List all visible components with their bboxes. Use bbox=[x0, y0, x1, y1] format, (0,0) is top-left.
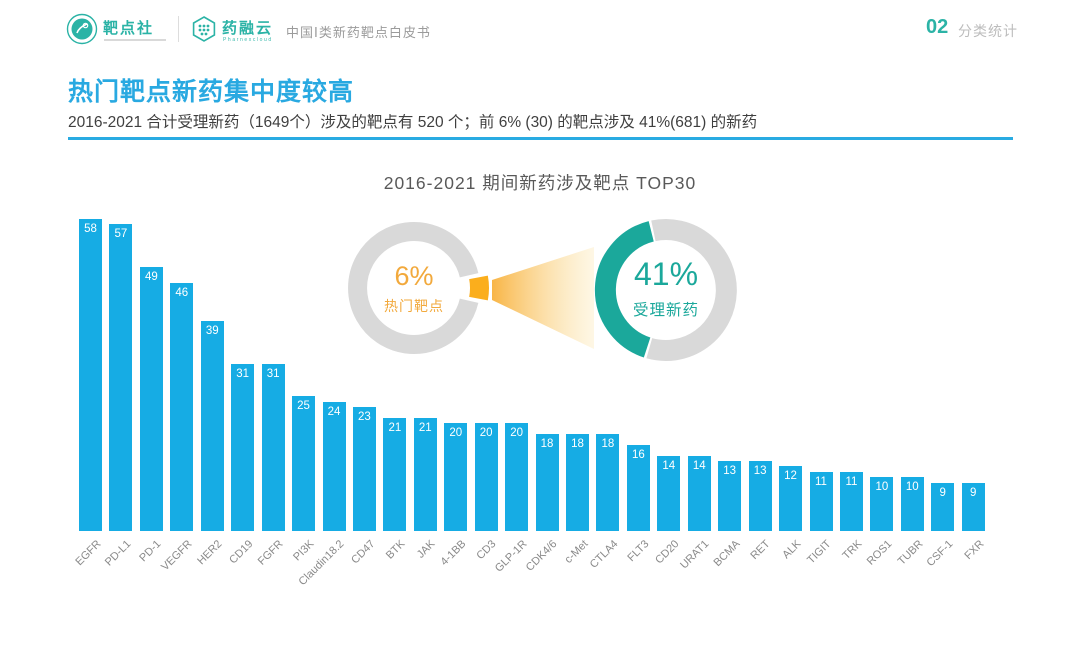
bar-value-label: 20 bbox=[510, 427, 524, 440]
infographic-svg bbox=[348, 219, 737, 361]
accent-rule bbox=[68, 137, 1013, 140]
bar: 49 bbox=[139, 267, 163, 531]
bar: 18 bbox=[566, 434, 589, 531]
bar-value-label: 31 bbox=[236, 368, 250, 381]
bar-value-label: 46 bbox=[175, 287, 189, 300]
slide: 靶点社 药融云 Pharnexcloud 中国Ⅰ类新药靶点白皮书 02 分类统计… bbox=[66, 13, 1018, 606]
bar-value-label: 11 bbox=[815, 475, 827, 488]
bar: 23 bbox=[352, 407, 376, 531]
bar: 57 bbox=[109, 224, 133, 531]
donut-rings bbox=[348, 219, 737, 361]
chart-title: 2016-2021 期间新药涉及靶点 TOP30 bbox=[383, 173, 697, 193]
x-axis-labels: EGFR PD-L1 PD-1 VEGFR HER2 CD19 FGFR PI3K Claudi… bbox=[73, 536, 986, 606]
bar: 31 bbox=[261, 364, 285, 531]
bar: 20 bbox=[474, 423, 498, 531]
bar: 10 bbox=[870, 477, 894, 531]
bar-value-label: 16 bbox=[631, 448, 645, 461]
donut-accepted-drugs-caption: 受理新药 bbox=[632, 302, 699, 319]
bar-value-label: 49 bbox=[144, 271, 158, 284]
page-title: 热门靶点新药集中度较高 bbox=[68, 78, 355, 106]
donut-accepted-drugs-ring bbox=[646, 219, 737, 361]
bar-value-label: 39 bbox=[205, 325, 219, 337]
bar: 24 bbox=[322, 401, 346, 531]
header-divider bbox=[178, 16, 179, 42]
donut-hot-targets-ring bbox=[348, 222, 479, 354]
bar-value-label: 13 bbox=[723, 465, 737, 477]
bar-value-label: 57 bbox=[114, 228, 128, 241]
donut-accepted-drugs: 41% 受理新药 bbox=[596, 256, 736, 320]
donut-accepted-drugs-percent: 41% bbox=[633, 256, 699, 292]
bar: 16 bbox=[626, 444, 650, 531]
pharnexcloud-logo-text: 药融云 bbox=[222, 20, 274, 37]
bar-value-label: 20 bbox=[479, 427, 493, 440]
bar: 21 bbox=[383, 418, 407, 531]
bar-value-label: 12 bbox=[784, 470, 797, 483]
target-society-logo-text: 靶点社 bbox=[103, 20, 155, 37]
bar-value-label: 21 bbox=[388, 422, 402, 434]
beam-connector bbox=[492, 247, 594, 349]
bar-value-label: 58 bbox=[84, 222, 97, 235]
bar: 20 bbox=[505, 423, 529, 531]
target-society-tagline bbox=[104, 39, 166, 41]
bar: 46 bbox=[170, 283, 194, 531]
donut-hot-targets-percent: 6% bbox=[394, 261, 434, 291]
bar-plot: 58 57 49 46 39 31 31 25 24 23 21 21 20 20 20 18 18 18 16 14… bbox=[79, 208, 985, 531]
bar: 9 bbox=[961, 482, 985, 531]
document-title: 中国Ⅰ类新药靶点白皮书 bbox=[286, 25, 431, 40]
bar: 58 bbox=[79, 218, 102, 531]
bar-value-label: 21 bbox=[418, 422, 432, 434]
donut-accepted-drugs-arc bbox=[594, 221, 655, 358]
bar: 31 bbox=[231, 364, 255, 531]
bar-value-label: 20 bbox=[449, 427, 463, 440]
bar: 14 bbox=[657, 455, 681, 531]
bar: 20 bbox=[444, 423, 468, 531]
bar-value-label: 18 bbox=[540, 438, 554, 451]
bar: 25 bbox=[292, 396, 316, 531]
bar: 10 bbox=[900, 477, 924, 531]
bar-value-label: 10 bbox=[905, 481, 919, 494]
bar-value-label: 14 bbox=[692, 459, 706, 472]
bar: 13 bbox=[748, 461, 772, 531]
donut-hot-targets-caption: 热门靶点 bbox=[384, 298, 444, 314]
bar: 21 bbox=[413, 418, 437, 531]
section-label: 分类统计 bbox=[958, 23, 1018, 39]
bar-value-label: 14 bbox=[662, 459, 676, 472]
bar: 11 bbox=[809, 471, 833, 531]
donut-hot-targets-wedge bbox=[469, 275, 489, 301]
bar-value-label: 18 bbox=[571, 438, 584, 451]
bar-value-label: 31 bbox=[266, 368, 280, 381]
target-society-logo-icon bbox=[66, 13, 98, 45]
bar-value-label: 23 bbox=[358, 411, 371, 424]
bar: 14 bbox=[687, 455, 711, 531]
bar-value-label: 25 bbox=[297, 400, 310, 413]
page-subtitle: 2016-2021 合计受理新药（1649个）涉及的靶点有 520 个；前 6%… bbox=[68, 114, 758, 131]
bar: 18 bbox=[596, 434, 620, 531]
bar-value-label: 9 bbox=[939, 486, 946, 499]
section-number: 02 bbox=[926, 16, 949, 38]
bar: 9 bbox=[931, 482, 955, 531]
bar-value-label: 10 bbox=[875, 481, 889, 494]
pharnexcloud-tagline: Pharnexcloud bbox=[223, 37, 273, 43]
bar: 18 bbox=[535, 434, 559, 531]
bar: 39 bbox=[200, 321, 224, 531]
bar: 11 bbox=[839, 471, 863, 531]
bar: 13 bbox=[718, 461, 742, 531]
bar-value-label: 13 bbox=[753, 465, 767, 477]
bar-value-label: 9 bbox=[969, 486, 977, 499]
bar-value-label: 11 bbox=[845, 475, 858, 488]
bar-value-label: 18 bbox=[601, 438, 615, 451]
bar-value-label: 24 bbox=[327, 405, 341, 418]
pharnexcloud-logo-icon bbox=[192, 16, 216, 42]
bar: 12 bbox=[779, 466, 803, 531]
donut-hot-targets: 6% 热门靶点 bbox=[344, 261, 484, 316]
